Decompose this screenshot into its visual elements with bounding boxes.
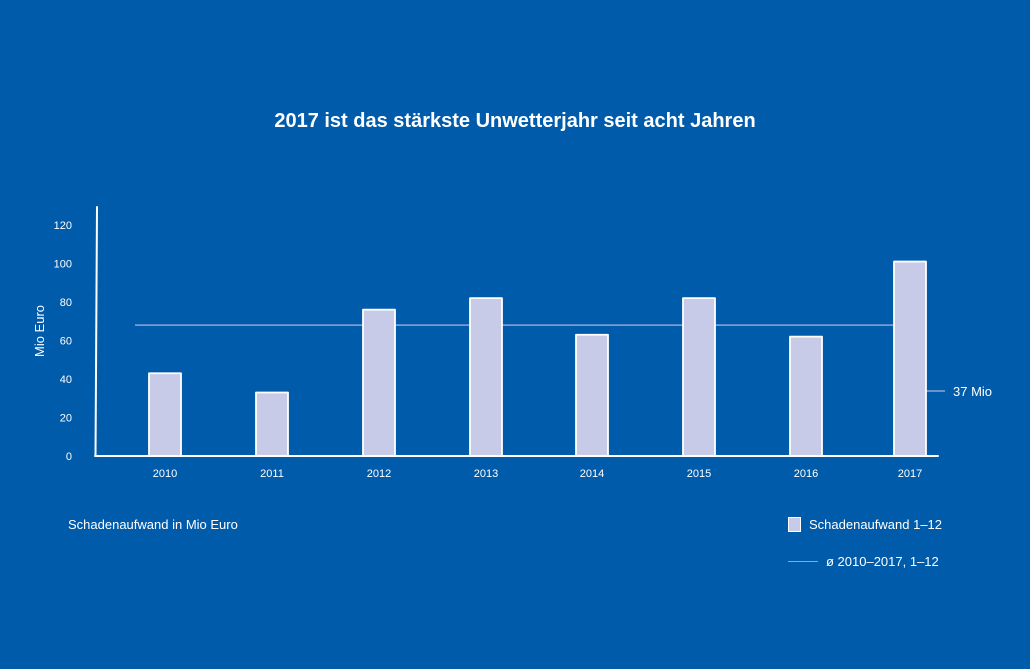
x-tick-label: 2016 <box>794 468 818 480</box>
x-axis-line <box>94 455 939 458</box>
legend-label-average: ø 2010–2017, 1–12 <box>826 554 939 569</box>
legend-label-bars: Schadenaufwand 1–12 <box>809 517 943 532</box>
x-tick-label: 2017 <box>898 468 922 480</box>
bar-2012 <box>362 308 396 457</box>
legend-item-bars: Schadenaufwand 1–12 <box>788 517 942 532</box>
y-tick-label: 20 <box>60 413 72 425</box>
y-tick-label: 40 <box>60 374 72 386</box>
bar-2015 <box>682 297 716 457</box>
x-tick-label: 2012 <box>367 468 391 480</box>
bar-2016 <box>789 335 823 457</box>
y-tick-label: 80 <box>60 297 72 309</box>
x-tick-label: 2011 <box>260 468 284 480</box>
chart-title: 2017 ist das stärkste Unwetterjahr seit … <box>274 110 756 132</box>
legend-item-average: ø 2010–2017, 1–12 <box>788 554 939 569</box>
x-tick-label: 2010 <box>153 468 177 480</box>
y-tick-label: 100 <box>54 259 72 271</box>
y-tick-label: 0 <box>66 451 72 463</box>
bar-2010 <box>148 372 182 457</box>
y-axis-label: Mio Euro <box>32 305 47 357</box>
bar-2014 <box>575 333 609 457</box>
legend-swatch-bar <box>788 517 801 532</box>
bar-2013 <box>469 297 503 457</box>
y-tick-label: 60 <box>60 336 72 348</box>
bar-2017 <box>893 260 927 457</box>
bar-2011 <box>255 391 289 457</box>
footnote: Schadenaufwand in Mio Euro <box>68 517 238 532</box>
y-tick-label: 120 <box>54 220 72 232</box>
legend-swatch-line <box>788 561 818 562</box>
average-callout-label: 37 Mio <box>953 384 992 399</box>
x-tick-label: 2014 <box>580 468 604 480</box>
x-tick-label: 2013 <box>474 468 498 480</box>
y-axis-line <box>94 206 98 457</box>
x-tick-label: 2015 <box>687 468 711 480</box>
